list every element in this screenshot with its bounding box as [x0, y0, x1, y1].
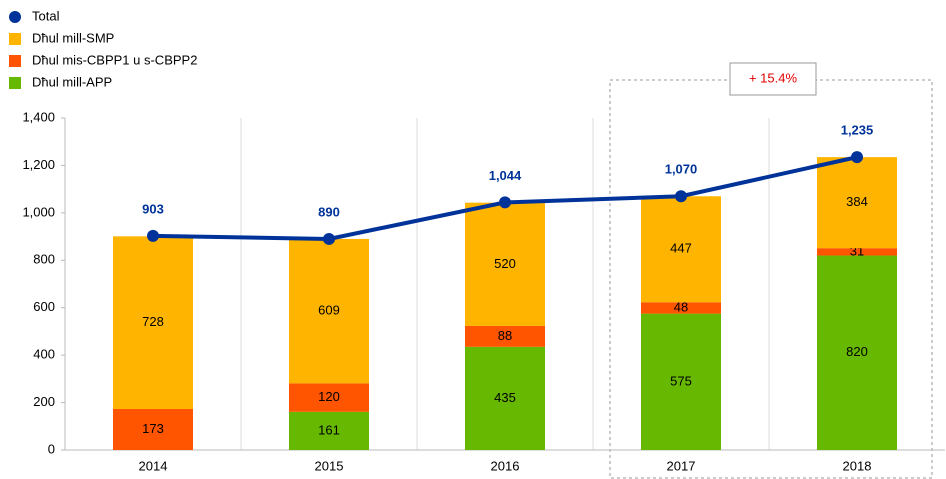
x-tick-label: 2016 — [491, 458, 520, 473]
y-tick-label: 0 — [48, 441, 55, 456]
total-point — [851, 151, 863, 164]
total-point — [675, 190, 687, 203]
y-tick-label: 400 — [33, 347, 55, 362]
y-tick-label: 800 — [33, 252, 55, 267]
total-label: 1,044 — [489, 168, 522, 183]
bar-segment — [113, 408, 193, 450]
bar-segment — [465, 202, 545, 326]
data-label: 435 — [494, 390, 516, 405]
x-tick-label: 2017 — [667, 458, 696, 473]
data-label: 520 — [494, 256, 516, 271]
total-point — [147, 229, 159, 242]
legend-marker — [9, 33, 21, 45]
data-label: 173 — [142, 421, 164, 436]
x-tick-label: 2015 — [315, 458, 344, 473]
bar-segment — [641, 313, 721, 450]
y-tick-label: 1,400 — [22, 109, 55, 124]
y-tick-label: 600 — [33, 299, 55, 314]
bar-segment — [641, 196, 721, 303]
y-tick-label: 200 — [33, 394, 55, 409]
bar-segment — [113, 236, 193, 409]
data-label: 384 — [846, 194, 868, 209]
legend-label: Dħul mis-CBPP1 u s-CBPP2 — [32, 52, 197, 67]
data-label: 820 — [846, 344, 868, 359]
bar-segment — [817, 157, 897, 249]
x-tick-label: 2014 — [139, 458, 168, 473]
data-label: 48 — [674, 299, 688, 314]
y-tick-label: 1,200 — [22, 157, 55, 172]
bar-segment — [289, 238, 369, 384]
data-label: 609 — [318, 303, 340, 318]
data-label: 447 — [670, 241, 692, 256]
data-label: 88 — [498, 328, 512, 343]
bar-segment — [641, 302, 721, 314]
bar-segment — [289, 411, 369, 450]
legend-marker — [9, 77, 21, 89]
total-label: 890 — [318, 204, 340, 219]
total-label: 1,235 — [841, 123, 874, 138]
legend-marker — [9, 55, 21, 67]
total-point — [499, 196, 511, 209]
bar-segment — [289, 383, 369, 412]
legend-label: Dħul mill-APP — [32, 74, 112, 89]
data-label: 575 — [670, 373, 692, 388]
annotation: + 15.4% — [749, 70, 798, 85]
total-point — [323, 232, 335, 245]
data-label: 728 — [142, 314, 164, 329]
bar-segment — [465, 325, 545, 347]
bar-segment — [817, 248, 897, 256]
total-label: 903 — [142, 201, 164, 216]
data-label: 161 — [318, 422, 340, 437]
bar-segment — [817, 255, 897, 450]
data-label: 120 — [318, 389, 340, 404]
bar-segment — [465, 346, 545, 450]
y-tick-label: 1,000 — [22, 204, 55, 219]
x-tick-label: 2018 — [843, 458, 872, 473]
annotation-box — [729, 62, 817, 96]
legend-marker — [9, 11, 21, 23]
legend-label: Total — [32, 8, 60, 23]
legend-label: Dħul mill-SMP — [32, 30, 114, 45]
total-label: 1,070 — [665, 162, 698, 177]
